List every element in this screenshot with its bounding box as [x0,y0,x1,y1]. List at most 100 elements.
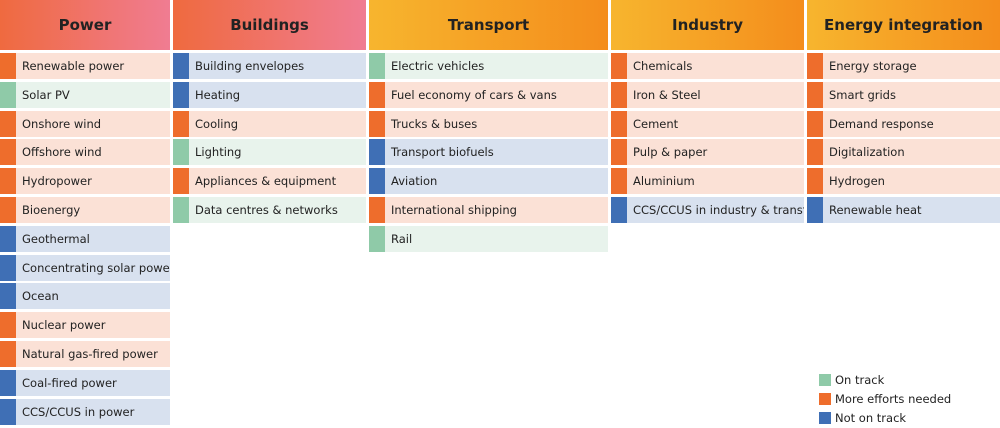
item-label: Energy storage [829,59,917,73]
item-list: Electric vehicles Fuel economy of cars & … [369,53,608,252]
item-label: Coal-fired power [22,375,117,390]
status-swatch [807,139,823,166]
list-item: Electric vehicles [369,53,608,79]
item-label: Pulp & paper [633,145,708,160]
legend-label: Not on track [835,411,907,425]
item-label: Appliances & equipment [195,174,337,189]
status-swatch [369,225,385,252]
status-swatch [173,81,189,108]
status-swatch [369,81,385,108]
column-power: Power Renewable power Solar PV Onshore wind… [0,0,170,427]
item-label: Transport biofuels [391,145,494,160]
column-energy-integration: Energy integration Energy storage Smart gr… [807,0,1000,226]
status-swatch [173,196,189,223]
list-item: Solar PV [0,81,170,108]
status-swatch [173,168,189,195]
list-item: Cooling [173,110,366,137]
status-swatch [807,81,823,108]
item-list: Energy storage Smart grids Demand response… [807,53,1000,223]
item-label: Offshore wind [22,145,102,160]
legend-swatch [819,412,831,424]
status-swatch [807,110,823,137]
item-label: Nuclear power [22,318,106,333]
item-label: Building envelopes [195,59,305,73]
list-item: Hydrogen [807,168,1000,195]
item-label: Heating [195,87,241,102]
item-label: Demand response [829,116,934,131]
list-item: Geothermal [0,225,170,252]
legend: On track More efforts needed Not on track [819,371,951,428]
list-item: Fuel economy of cars & vans [369,81,608,108]
item-label: Cooling [195,116,239,131]
item-label: Data centres & networks [195,202,338,217]
list-item: CCS/CCUS in power [0,398,170,425]
item-label: Hydrogen [829,174,885,189]
status-swatch [807,196,823,223]
list-item: Data centres & networks [173,196,366,223]
legend-swatch [819,374,831,386]
list-item: Aviation [369,168,608,195]
status-swatch [611,139,627,166]
list-item: Digitalization [807,139,1000,166]
legend-item: More efforts needed [819,390,951,408]
item-label: Rail [391,231,413,246]
list-item: Coal-fired power [0,369,170,396]
list-item: Heating [173,81,366,108]
item-label: Renewable power [22,59,125,73]
column-header: Transport [369,0,608,50]
status-swatch [369,196,385,223]
status-swatch [173,139,189,166]
item-label: Iron & Steel [633,87,701,102]
status-swatch [807,168,823,195]
status-swatch [369,139,385,166]
status-swatch [0,168,16,195]
list-item: CCS/CCUS in industry & transf. [611,196,804,223]
list-item: Hydropower [0,168,170,195]
status-swatch [0,196,16,223]
list-item: Bioenergy [0,196,170,223]
status-swatch [611,81,627,108]
list-item: Energy storage [807,53,1000,79]
item-label: Electric vehicles [391,59,485,73]
legend-swatch [819,393,831,405]
status-swatch [611,168,627,195]
status-swatch [0,254,16,281]
legend-item: Not on track [819,409,951,427]
list-item: Demand response [807,110,1000,137]
column-header: Energy integration [807,0,1000,50]
status-swatch [0,283,16,310]
list-item: Trucks & buses [369,110,608,137]
list-item: Building envelopes [173,53,366,79]
list-item: International shipping [369,196,608,223]
item-label: Smart grids [829,87,896,102]
item-label: Aviation [391,174,438,189]
list-item: Transport biofuels [369,139,608,166]
item-label: Aluminium [633,174,695,189]
item-label: Digitalization [829,145,905,160]
item-label: Chemicals [633,59,693,73]
list-item: Smart grids [807,81,1000,108]
list-item: Lighting [173,139,366,166]
status-swatch [611,110,627,137]
item-label: Cement [633,116,679,131]
legend-label: More efforts needed [835,392,952,406]
status-swatch [807,53,823,79]
status-swatch [173,110,189,137]
status-swatch [0,398,16,425]
list-item: Appliances & equipment [173,168,366,195]
item-label: Lighting [195,145,242,160]
item-label: Geothermal [22,231,90,246]
list-item: Renewable heat [807,196,1000,223]
item-label: Natural gas-fired power [22,346,158,361]
column-industry: Industry Chemicals Iron & Steel Cement Pulp … [611,0,804,226]
column-header: Industry [611,0,804,50]
item-label: International shipping [391,202,517,217]
status-swatch [611,53,627,79]
status-swatch [0,81,16,108]
list-item: Renewable power [0,53,170,79]
status-swatch [0,139,16,166]
item-label: CCS/CCUS in power [22,404,135,419]
list-item: Pulp & paper [611,139,804,166]
status-swatch [0,110,16,137]
list-item: Rail [369,225,608,252]
